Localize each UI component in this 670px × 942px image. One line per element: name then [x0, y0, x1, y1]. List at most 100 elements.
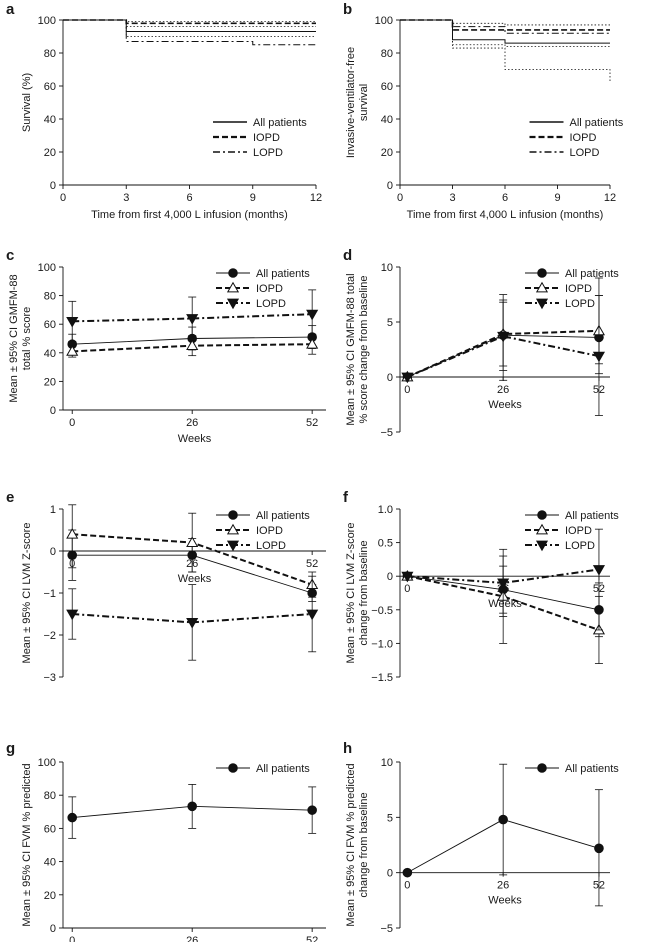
y-axis-label: Mean ± 95% CI FVM % predictedchange from…	[345, 763, 370, 926]
y-tick-label: −0.5	[371, 605, 393, 617]
y-axis-label-line: change from baseline	[358, 540, 370, 645]
legend-entry: IOPD	[529, 132, 596, 144]
x-tick-label: 6	[186, 192, 192, 204]
x-tick-label: 0	[404, 880, 410, 892]
y-axis-label-line: % score change from baseline	[358, 276, 370, 424]
y-tick-label: 40	[44, 348, 56, 360]
legend-label: All patients	[256, 763, 310, 775]
data-point	[401, 571, 414, 583]
legend-marker	[537, 268, 547, 278]
legend-entry: All patients	[216, 510, 310, 522]
y-tick-label: 80	[44, 291, 56, 303]
legend-entry: IOPD	[213, 132, 280, 144]
x-tick-label: 0	[404, 583, 410, 595]
data-point	[67, 812, 78, 823]
legend-label: All patients	[565, 268, 619, 280]
series	[402, 763, 604, 907]
y-tick-label: 0	[50, 546, 56, 558]
series	[67, 784, 317, 839]
legend-entry: LOPD	[213, 147, 283, 159]
data-point	[497, 578, 510, 590]
legend-marker	[226, 298, 240, 310]
y-tick-label: 80	[44, 790, 56, 802]
y-tick-label: 1	[50, 504, 56, 516]
legend-label: LOPD	[256, 540, 286, 552]
data-point	[187, 801, 197, 812]
data-point	[402, 867, 413, 878]
y-axis-label: Mean ± 95% CI FVM % predicted	[21, 763, 33, 926]
legend-entry: LOPD	[529, 147, 600, 159]
y-tick-label: 60	[44, 81, 56, 93]
legend-marker	[535, 523, 549, 535]
data-point	[186, 536, 199, 547]
x-axis-label: Weeks	[488, 895, 522, 907]
km-curve	[400, 19, 610, 34]
y-tick-label: 20	[44, 147, 56, 159]
data-point	[66, 609, 79, 621]
panel-label: a	[6, 1, 15, 18]
data-point	[186, 314, 199, 325]
km-curve	[63, 19, 316, 33]
legend-entry: All patients	[529, 117, 624, 129]
y-tick-label: 0	[387, 571, 393, 583]
panel-label: f	[343, 489, 349, 506]
panel-c: c 0 20 40 60 80 100 0 26 52 Weeks Mean ± 95% CI GMF…	[6, 247, 326, 445]
x-tick-label: 26	[497, 384, 509, 396]
legend-label: LOPD	[256, 298, 286, 310]
y-tick-label: 20	[44, 376, 56, 388]
x-tick-label: 9	[250, 192, 256, 204]
legend-marker	[226, 540, 240, 552]
legend-label: All patients	[253, 117, 307, 129]
data-point	[498, 814, 508, 825]
x-tick-label: 12	[604, 192, 616, 204]
legend-marker	[228, 268, 238, 278]
panel-label: c	[6, 247, 14, 264]
x-axis-label: Weeks	[488, 598, 522, 610]
x-axis-label: Time from first 4,000 L infusion (months…	[91, 209, 288, 221]
panel-g: g02040608010002652WeeksMean ± 95% CI FVM…	[6, 740, 326, 942]
y-tick-label: 100	[375, 15, 393, 27]
y-tick-label: 10	[381, 262, 393, 274]
x-axis-label: Weeks	[488, 399, 522, 411]
legend-entry: All patients	[216, 763, 310, 775]
legend-marker	[535, 298, 549, 310]
series-line	[72, 313, 313, 323]
y-axis-label-line: Survival (%)	[21, 73, 33, 132]
y-axis-label: Mean ± 95% CI GMFM-88total % score	[8, 274, 33, 402]
y-tick-label: −5	[380, 427, 393, 439]
y-axis-label: Mean ± 95% CI GMFM-88 total% score chang…	[345, 273, 370, 425]
y-tick-label: −3	[43, 672, 56, 684]
y-tick-label: 0	[387, 868, 393, 880]
series	[401, 277, 606, 416]
series	[63, 19, 316, 23]
legend-entry: LOPD	[525, 540, 595, 552]
legend-label: IOPD	[565, 525, 592, 537]
legend-marker	[228, 763, 238, 773]
legend-entry: IOPD	[525, 281, 592, 295]
y-tick-label: 100	[38, 262, 56, 274]
legend-label: LOPD	[253, 147, 283, 159]
legend-entry: All patients	[216, 268, 310, 280]
y-axis-label-line: total % score	[21, 307, 33, 371]
y-axis-label: Mean ± 95% CI LVM Z-score	[21, 523, 33, 664]
y-tick-label: 20	[44, 890, 56, 902]
y-axis-label: Mean ± 95% CI LVM Z-scorechange from bas…	[345, 523, 370, 664]
data-point	[594, 843, 604, 854]
legend-entry: All patients	[525, 763, 619, 775]
legend-entry: All patients	[213, 117, 307, 129]
x-tick-label: 6	[502, 192, 508, 204]
legend-marker	[535, 540, 549, 552]
y-axis-label-line: Mean ± 95% CI LVM Z-score	[21, 523, 33, 664]
y-tick-label: 60	[44, 823, 56, 835]
y-tick-label: 40	[44, 114, 56, 126]
x-axis-label: Weeks	[178, 433, 212, 445]
y-tick-label: 100	[38, 15, 56, 27]
km-curve	[400, 19, 610, 31]
legend-label: IOPD	[256, 283, 283, 295]
legend-entry: LOPD	[525, 298, 595, 310]
data-point	[66, 316, 79, 328]
panel-label: b	[343, 1, 352, 18]
